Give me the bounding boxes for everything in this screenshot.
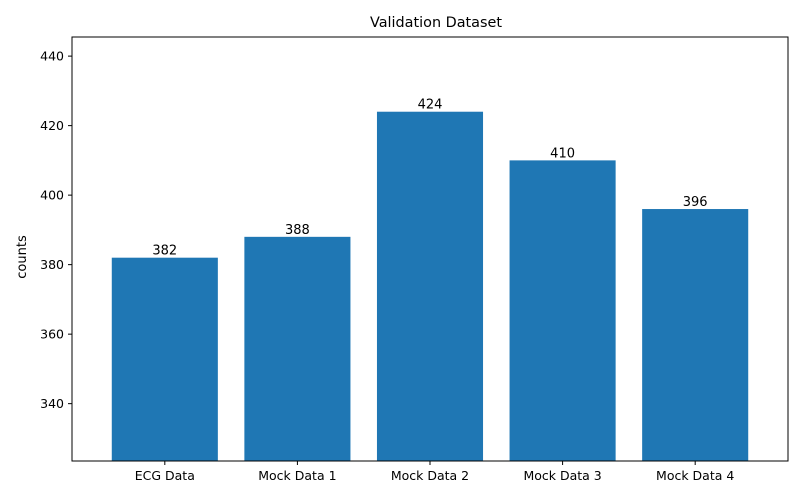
bars-group	[111, 111, 749, 461]
x-tick-label: Mock Data 2	[391, 468, 469, 483]
x-tick-label: Mock Data 4	[656, 468, 734, 483]
y-tick-label: 420	[40, 118, 64, 133]
bar-4	[509, 160, 616, 461]
y-tick-label: 340	[40, 396, 64, 411]
y-axis: 340 360 380 400 420 440	[40, 49, 72, 411]
x-tick-label: ECG Data	[135, 468, 195, 483]
y-tick-label: 380	[40, 257, 64, 272]
bar-1	[111, 257, 218, 461]
x-axis: ECG Data Mock Data 1 Mock Data 2 Mock Data …	[135, 461, 734, 483]
bar-5	[642, 209, 749, 461]
y-tick-label: 440	[40, 49, 64, 64]
chart-title: Validation Dataset	[370, 15, 502, 31]
bar-value-label: 424	[418, 98, 443, 113]
y-tick-label: 400	[40, 188, 64, 203]
bar-2	[244, 236, 351, 461]
y-axis-label: counts	[15, 235, 30, 279]
data-labels-group: 382 388 424 410 396	[152, 98, 707, 259]
bar-value-label: 388	[285, 223, 310, 238]
bar-value-label: 410	[550, 146, 575, 161]
bar-value-label: 382	[152, 244, 177, 259]
x-tick-label: Mock Data 3	[523, 468, 601, 483]
plot-frame	[71, 36, 789, 462]
bar-value-label: 396	[683, 195, 708, 210]
x-tick-label: Mock Data 1	[258, 468, 336, 483]
bar-3	[376, 111, 484, 461]
y-tick-label: 360	[40, 327, 64, 342]
